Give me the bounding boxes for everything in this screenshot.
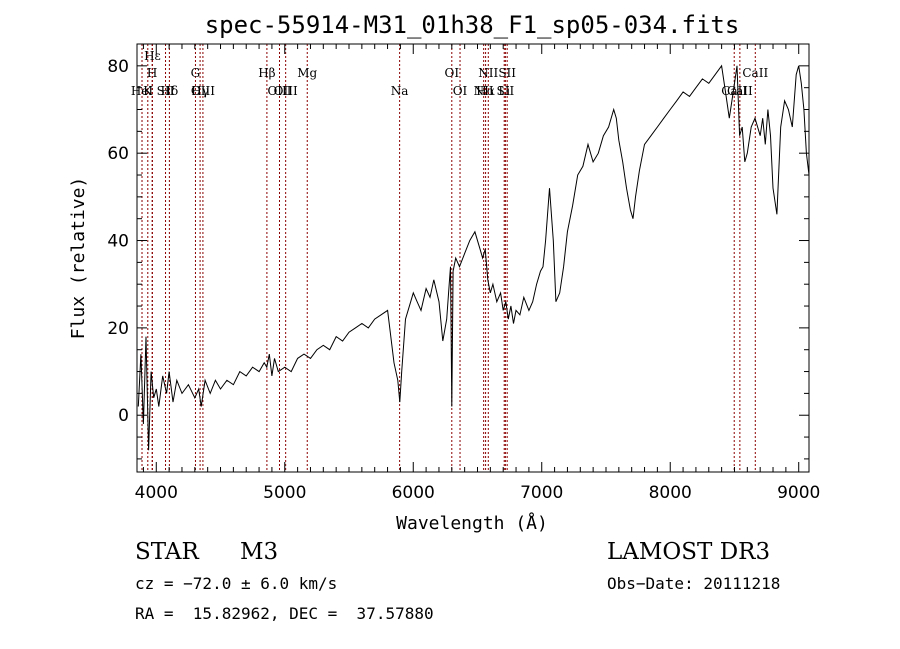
line-marker-label: NII [478,66,498,80]
ra-dec-coordinates: RA = 15.82962, DEC = 37.57880 [135,604,434,623]
y-tick-label: 60 [107,144,129,164]
line-marker-label: OIII [191,84,215,98]
x-tick-label: 5000 [263,483,306,503]
spectrum-series [137,64,810,451]
line-marker-label: NII [474,84,494,98]
line-marker-label: CaII [742,66,768,80]
line-marker-label: Mg [297,66,317,80]
line-marker-label: K [143,84,153,98]
y-axis-ticks: 0 20 40 60 80 [107,43,809,460]
spectrum-line [137,64,810,451]
observation-date: Obs−Date: 20111218 [607,574,781,593]
line-marker-label: Hβ [258,66,275,80]
y-tick-label: 40 [107,232,129,252]
line-marker-label: Hε [144,49,161,63]
line-marker-label: CaII [727,84,753,98]
line-marker-label: OIII [274,84,298,98]
line-marker-label: Na [391,84,409,98]
line-marker-label: HeI [131,84,154,98]
object-subclass: M3 [240,539,279,565]
line-marker-label: G [191,66,201,80]
x-tick-label: 4000 [135,483,178,503]
emission-line-markers: HeIKHHεSIIHδGHγOIIIHβOIIIOIIIMgNaOIOINII… [131,44,768,472]
survey-name: LAMOST DR3 [607,539,771,565]
line-marker-label: CaII [721,84,747,98]
line-marker-label: SII [498,66,516,80]
line-marker-label: OIII [267,84,291,98]
x-tick-label: 7000 [520,483,563,503]
line-marker-label: OI [445,66,460,80]
redshift-cz: cz = −72.0 ± 6.0 km/s [135,574,338,593]
y-tick-label: 80 [107,57,129,77]
x-axis-ticks: 4000 5000 6000 7000 8000 9000 [135,44,820,503]
line-marker-label: Hα [476,84,495,98]
y-tick-label: 0 [118,406,129,426]
x-tick-label: 6000 [392,483,435,503]
line-marker-label: SII [157,84,175,98]
x-tick-label: 9000 [777,483,820,503]
line-marker-label: Li [498,84,510,98]
line-marker-label: SII [497,84,515,98]
x-axis-label: Wavelength (Å) [396,512,548,534]
y-tick-label: 20 [107,319,129,339]
x-tick-label: 8000 [649,483,692,503]
line-marker-label: Hγ [191,84,209,98]
chart-title: spec-55914-M31_01h38_F1_sp05-034.fits [205,11,740,39]
object-class: STAR [135,539,199,565]
plot-frame [136,43,810,473]
line-marker-label: Hδ [161,84,179,98]
line-marker-label: OI [453,84,468,98]
y-axis-label: Flux (relative) [68,177,89,340]
